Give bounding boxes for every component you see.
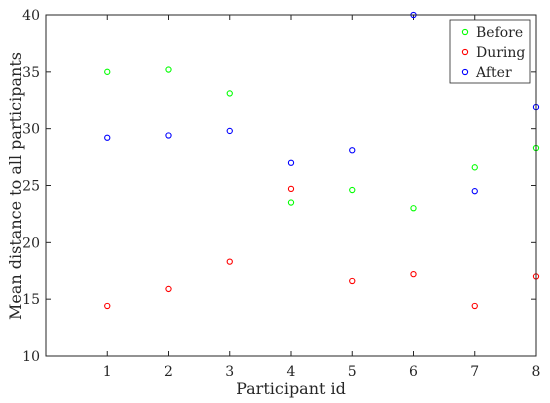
legend-marker-before (461, 28, 469, 36)
point-before (349, 186, 356, 194)
y-tick-label: 15 (22, 292, 40, 308)
y-tick-label: 35 (22, 65, 40, 81)
point-during (287, 185, 295, 193)
y-tick-label: 30 (22, 122, 40, 138)
plot-frame (45, 14, 537, 357)
point-before (104, 68, 111, 75)
legend-label-after: After (475, 65, 512, 81)
x-tick-label: 2 (164, 364, 173, 380)
point-before (287, 199, 295, 206)
point-during (349, 277, 356, 285)
point-after (287, 159, 295, 166)
legend: Before During After (449, 19, 531, 84)
x-tick-label: 7 (470, 364, 479, 380)
point-after (471, 188, 478, 195)
point-before (471, 164, 478, 171)
point-during (104, 302, 111, 310)
point-before (165, 66, 172, 73)
y-tick-label: 20 (22, 235, 40, 251)
x-tick-label: 8 (532, 364, 541, 380)
point-after (349, 147, 356, 154)
x-axis-label: Participant id (236, 379, 346, 398)
legend-label-during: During (476, 45, 525, 61)
point-during (471, 302, 478, 310)
x-tick-label: 5 (348, 364, 357, 380)
y-tick-label: 10 (22, 349, 40, 365)
point-after (104, 134, 111, 141)
point-before (410, 205, 417, 212)
y-tick-label: 25 (22, 179, 40, 195)
x-tick-label: 6 (409, 364, 418, 380)
legend-label-before: Before (476, 25, 523, 41)
y-tick-label: 40 (22, 8, 40, 24)
point-during (226, 258, 233, 265)
legend-marker-after (461, 68, 469, 76)
y-axis-label: Mean distance to all participants (6, 52, 25, 320)
tick-labels: 1 2 3 4 5 6 7 8 10 15 20 25 30 35 40 (22, 8, 540, 380)
x-tick-label: 4 (287, 364, 296, 380)
point-during (410, 271, 417, 278)
point-after (226, 127, 233, 135)
point-before (226, 90, 233, 97)
legend-marker-during (461, 48, 469, 56)
point-after (165, 132, 172, 139)
x-tick-label: 3 (225, 364, 234, 380)
point-during (165, 285, 172, 293)
x-tick-label: 1 (103, 364, 112, 380)
